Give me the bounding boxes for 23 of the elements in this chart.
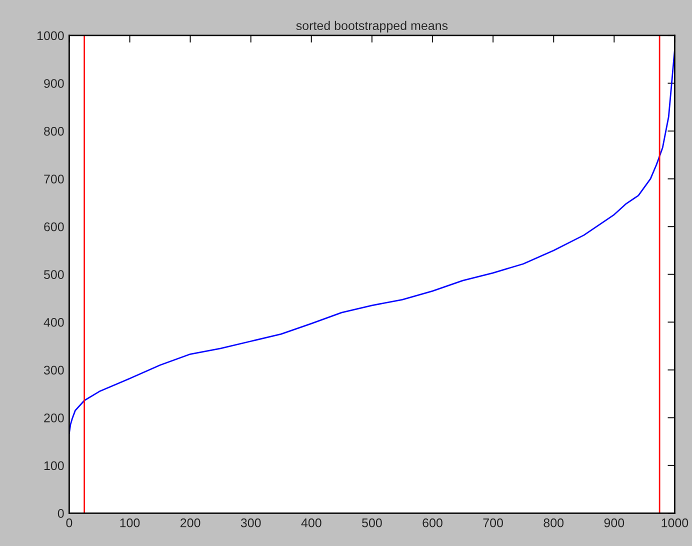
y-tick-label: 700 xyxy=(44,174,64,184)
x-tick-label: 0 xyxy=(66,518,72,528)
x-tick-label: 100 xyxy=(120,518,140,528)
y-tick-label: 600 xyxy=(44,222,64,232)
y-tick-label: 1000 xyxy=(37,31,64,40)
x-tick-label: 300 xyxy=(240,518,261,528)
x-tick-label: 500 xyxy=(362,518,382,528)
chart-title: sorted bootstrapped means xyxy=(296,20,448,33)
y-tick-label: 400 xyxy=(44,318,64,327)
y-tick-label: 0 xyxy=(58,509,64,518)
x-tick-label: 200 xyxy=(180,518,200,528)
y-tick-label: 100 xyxy=(44,461,64,470)
x-tick-label: 600 xyxy=(422,518,442,528)
x-tick-label: 700 xyxy=(483,518,503,528)
x-tick-label: 400 xyxy=(301,518,322,528)
y-tick-label: 200 xyxy=(44,413,64,422)
y-tick-label: 900 xyxy=(44,79,64,88)
y-tick-label: 500 xyxy=(44,270,64,280)
x-tick-label: 900 xyxy=(604,518,624,528)
y-tick-label: 800 xyxy=(44,126,64,136)
y-tick-label: 300 xyxy=(44,366,64,375)
x-tick-label: 800 xyxy=(544,518,564,528)
x-tick-label: 1000 xyxy=(662,518,688,528)
